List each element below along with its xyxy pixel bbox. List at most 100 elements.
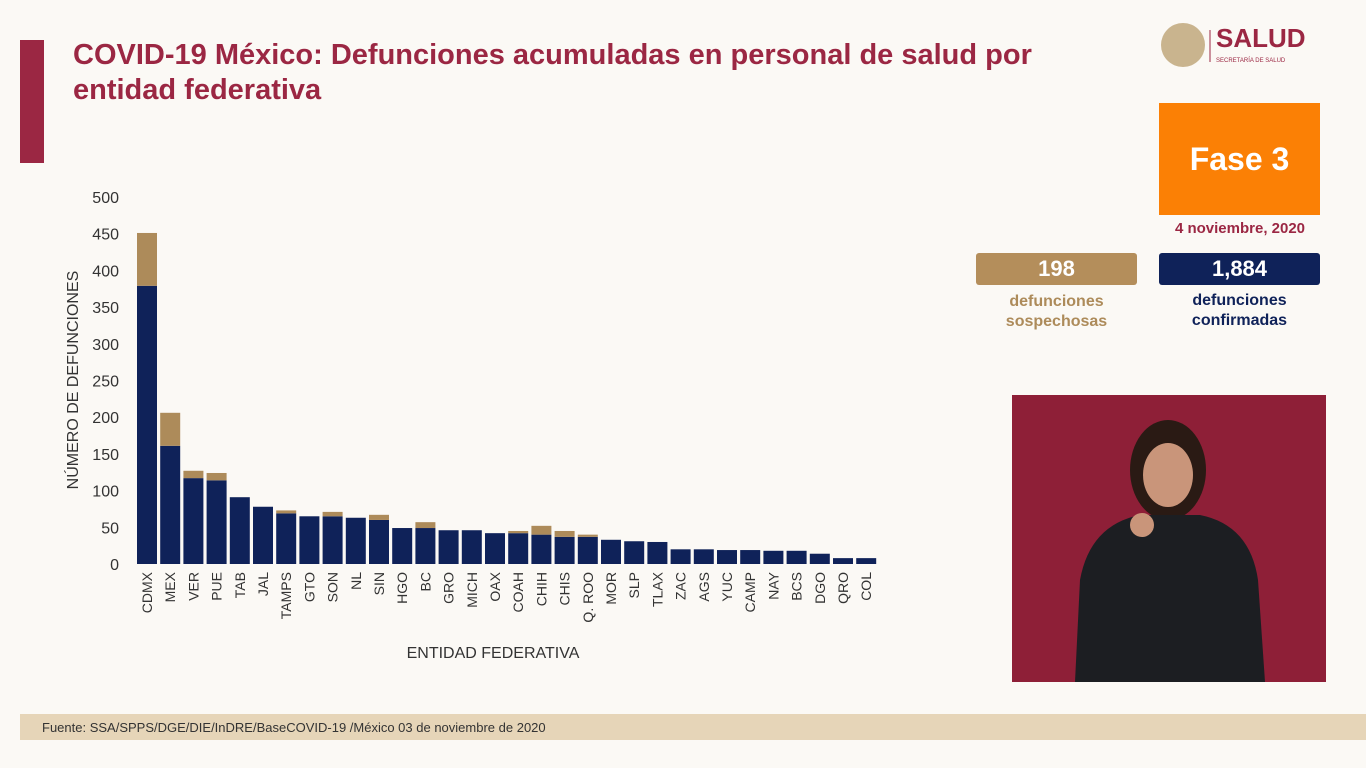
y-tick-label: 100 [92,484,119,501]
x-axis-title: ENTIDAD FEDERATIVA [407,645,580,662]
bar [833,558,853,564]
y-tick-label: 400 [92,263,119,280]
bar [856,558,877,564]
bar [577,536,598,564]
bar [253,506,273,564]
x-tick-label: DGO [812,572,828,604]
bar [531,525,552,535]
x-tick-label: ZAC [673,572,689,600]
y-axis-title: NÚMERO DE DEFUNCIONES [63,271,82,490]
y-tick-label: 0 [110,557,119,574]
x-tick-label: JAL [255,572,271,596]
confirmed-value: 1,884 [1159,253,1320,285]
x-tick-label: TAMPS [278,572,294,619]
x-tick-label: SIN [371,572,387,595]
bar [229,497,250,564]
bar [415,528,436,564]
video [1012,395,1326,682]
x-tick-label: PUE [209,572,225,601]
y-tick-label: 450 [92,227,119,244]
x-tick-label: CAMP [742,572,758,612]
bar [740,550,761,564]
bar [160,412,181,446]
footer-band [20,714,1366,740]
bar [183,478,204,564]
suspected-value: 198 [976,253,1137,285]
bar [322,516,343,564]
x-tick-label: GRO [441,572,457,604]
bar [137,232,157,286]
suspected-label: defunciones sospechosas [1005,293,1108,330]
bar [322,511,343,517]
x-tick-label: COAH [510,572,526,612]
bar [601,539,621,564]
bar [670,549,691,564]
x-tick-label: VER [185,572,201,601]
x-tick-label: MOR [603,572,619,605]
y-tick-label: 350 [92,300,119,317]
bar [183,470,204,479]
x-tick-label: YUC [719,572,735,602]
bar [508,533,529,564]
x-tick-label: QRO [835,572,851,604]
date: 4 noviembre, 2020 [1174,220,1306,237]
bar [647,541,668,564]
x-tick-label: AGS [696,572,712,602]
bar [717,550,737,564]
bar [438,530,459,564]
bar [415,522,436,529]
logo-title: SALUD [1216,23,1306,53]
bar [786,550,807,564]
bar [461,530,482,564]
accent-bar [20,40,44,163]
bar [160,445,181,564]
x-tick-label: MEX [162,571,178,602]
bar [693,549,714,564]
y-tick-label: 150 [92,447,119,464]
x-tick-label: TAB [232,572,248,598]
title: COVID-19 México: Defunciones acumuladas … [73,39,1032,106]
bar [554,530,575,537]
y-tick-label: 500 [92,190,119,207]
phase-box: Fase 3 [1159,103,1320,215]
bar [531,534,552,564]
x-tick-label: COL [858,572,874,601]
bar [369,519,389,564]
bar [206,472,227,481]
y-tick-label: 50 [101,520,119,537]
x-tick-label: Q. ROO [580,572,596,623]
x-tick-label: SON [325,572,341,602]
bar [206,480,227,564]
x-tick-label: SLP [626,572,642,598]
bar [137,285,157,564]
bar [577,534,598,537]
bar [299,516,320,564]
x-tick-label: NL [348,572,364,590]
logo-subtitle: SECRETARÍA DE SALUD [1216,57,1286,64]
bar [508,530,529,534]
x-tick-label: TLAX [649,571,665,607]
x-tick-label: CDMX [139,571,155,613]
bar [624,541,645,564]
confirmed-label: defunciones confirmadas [1191,292,1288,329]
x-tick-label: BC [417,572,433,591]
x-tick-label: BCS [789,572,805,601]
bar [276,513,297,564]
x-tick-label: HGO [394,572,410,604]
bar [345,517,366,564]
bar [369,514,389,520]
x-tick-label: CHIS [557,572,573,605]
bar [485,533,505,564]
logo: SALUD SECRETARÍA DE SALUD [1161,23,1306,67]
bar [276,510,297,514]
y-tick-label: 200 [92,410,119,427]
bar [554,536,575,564]
y-tick-label: 250 [92,374,119,391]
x-tick-label: GTO [301,572,317,602]
x-tick-label: MICH [464,572,480,608]
x-tick-label: OAX [487,571,503,601]
footer-source: Fuente: SSA/SPPS/DGE/DIE/InDRE/BaseCOVID… [42,720,546,735]
bar [809,553,830,564]
y-tick-label: 300 [92,337,119,354]
